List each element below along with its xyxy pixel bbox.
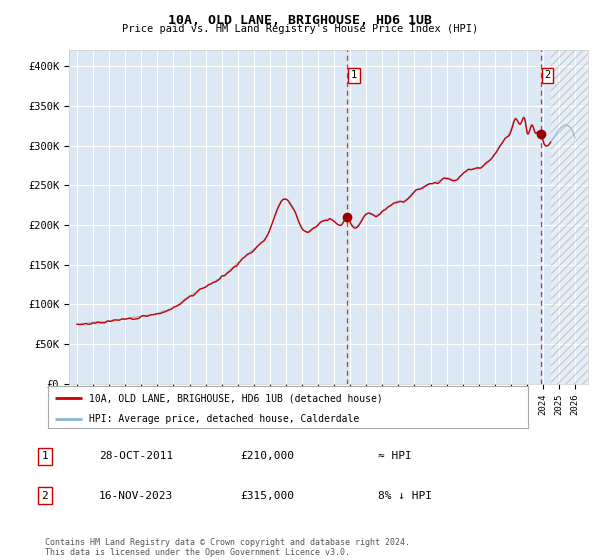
Text: Price paid vs. HM Land Registry's House Price Index (HPI): Price paid vs. HM Land Registry's House … <box>122 24 478 34</box>
Text: 8% ↓ HPI: 8% ↓ HPI <box>378 491 432 501</box>
Text: HPI: Average price, detached house, Calderdale: HPI: Average price, detached house, Cald… <box>89 414 359 424</box>
Text: 16-NOV-2023: 16-NOV-2023 <box>99 491 173 501</box>
Text: £315,000: £315,000 <box>240 491 294 501</box>
Text: 28-OCT-2011: 28-OCT-2011 <box>99 451 173 461</box>
Text: 10A, OLD LANE, BRIGHOUSE, HD6 1UB: 10A, OLD LANE, BRIGHOUSE, HD6 1UB <box>168 14 432 27</box>
Bar <box>551 50 588 384</box>
Bar <box>551 50 588 384</box>
Text: 2: 2 <box>544 70 551 80</box>
Text: Contains HM Land Registry data © Crown copyright and database right 2024.
This d: Contains HM Land Registry data © Crown c… <box>45 538 410 557</box>
Text: £210,000: £210,000 <box>240 451 294 461</box>
Text: 10A, OLD LANE, BRIGHOUSE, HD6 1UB (detached house): 10A, OLD LANE, BRIGHOUSE, HD6 1UB (detac… <box>89 393 383 403</box>
Text: 1: 1 <box>350 70 357 80</box>
Text: 1: 1 <box>41 451 49 461</box>
Text: ≈ HPI: ≈ HPI <box>378 451 412 461</box>
Text: 2: 2 <box>41 491 49 501</box>
